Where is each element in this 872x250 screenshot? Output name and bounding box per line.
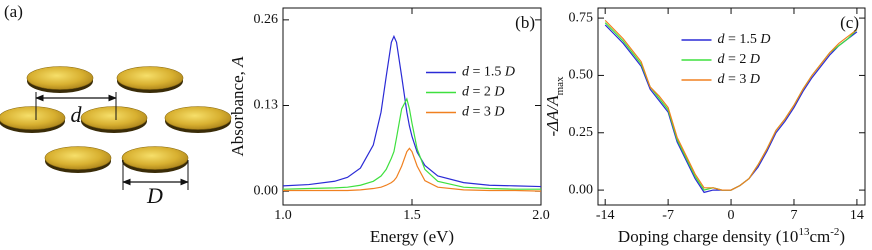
text-part: d (462, 65, 473, 80)
text-part: = (473, 65, 484, 80)
text-part: Energy (370, 227, 423, 246)
text-part: d (718, 72, 729, 87)
data-line (282, 97, 541, 190)
text-part: = (728, 32, 739, 47)
text-part: 1.5 (484, 65, 505, 80)
data-line (282, 34, 542, 188)
text-part: d (462, 105, 473, 120)
text-part: 3 (739, 72, 750, 87)
y-axis-label-part: max (554, 76, 566, 95)
legend-label: d = 3 D (462, 105, 505, 120)
disk (44, 146, 112, 170)
legend-label: d = 1.5 D (462, 65, 515, 80)
disk-diagram (0, 66, 232, 173)
text-part: D (493, 105, 504, 120)
disk (26, 66, 94, 90)
text-part: 2 (484, 85, 495, 100)
x-tick-label: 2.0 (532, 208, 550, 223)
text-part: = (728, 72, 739, 87)
panel-label: (a) (4, 2, 23, 21)
diameter-label: D (146, 183, 163, 208)
text-part: d (718, 32, 729, 47)
y-axis-label: Absorbance, A (228, 56, 247, 157)
y-axis-label-part: -ΔA/A (543, 95, 562, 137)
y-tick-label: 0.26 (254, 12, 279, 27)
y-axis-label: -ΔA/Amax (543, 76, 566, 137)
legend-label: d = 2 D (718, 52, 761, 67)
text-part: 3 (484, 105, 495, 120)
text-part: d (462, 85, 473, 100)
text-part: = (473, 85, 484, 100)
x-axis-label-part: -2 (830, 226, 839, 238)
y-tick-label: 0.75 (569, 10, 594, 25)
panel-label: (c) (840, 13, 859, 32)
x-tick-label: 7 (790, 208, 797, 223)
disk (164, 106, 232, 130)
text-part: D (759, 32, 770, 47)
x-tick-label: 0 (728, 208, 735, 223)
text-part: Absorbance, (228, 67, 247, 157)
y-tick-label: 0.25 (569, 125, 594, 140)
x-tick-label: -14 (596, 208, 615, 223)
disk (80, 106, 148, 130)
text-part: (eV) (423, 227, 454, 246)
panel-label: (b) (515, 13, 535, 32)
text-part: = (728, 52, 739, 67)
data-line (283, 147, 542, 192)
legend-label: d = 3 D (718, 72, 761, 87)
legend-label: d = 1.5 D (718, 32, 771, 47)
x-tick-label: 1.0 (274, 208, 292, 223)
data-line (604, 22, 858, 191)
y-tick-label: 0.50 (569, 68, 594, 83)
text-part: D (493, 85, 504, 100)
text-part: 2 (739, 52, 750, 67)
disk (121, 146, 189, 170)
text-part: D (504, 65, 515, 80)
x-axis-label-part: cm (809, 227, 830, 246)
x-axis-label-part: Doping charge density (10 (618, 227, 799, 246)
text-part: D (749, 72, 760, 87)
text-part: d (718, 52, 729, 67)
data-line (604, 19, 858, 191)
text-part: D (749, 52, 760, 67)
text-part: A (228, 56, 247, 68)
data-line (604, 24, 858, 194)
y-tick-label: 0.13 (254, 98, 279, 113)
x-axis-label-part: ) (839, 227, 845, 246)
text-part: = (473, 105, 484, 120)
x-tick-label: 14 (850, 208, 864, 223)
text-part: 1.5 (739, 32, 760, 47)
x-axis-label: Energy (eV) (370, 227, 454, 246)
x-axis-label-part: 13 (798, 226, 810, 238)
x-axis-label: Doping charge density (1013cm-2) (618, 226, 845, 246)
disk (116, 66, 184, 90)
x-tick-label: 1.5 (403, 208, 421, 223)
x-tick-label: -7 (662, 208, 674, 223)
spacing-label: d (71, 102, 83, 127)
legend-label: d = 2 D (462, 85, 505, 100)
y-tick-label: 0.00 (254, 183, 279, 198)
disk (0, 106, 66, 130)
y-tick-label: 0.00 (569, 182, 594, 197)
